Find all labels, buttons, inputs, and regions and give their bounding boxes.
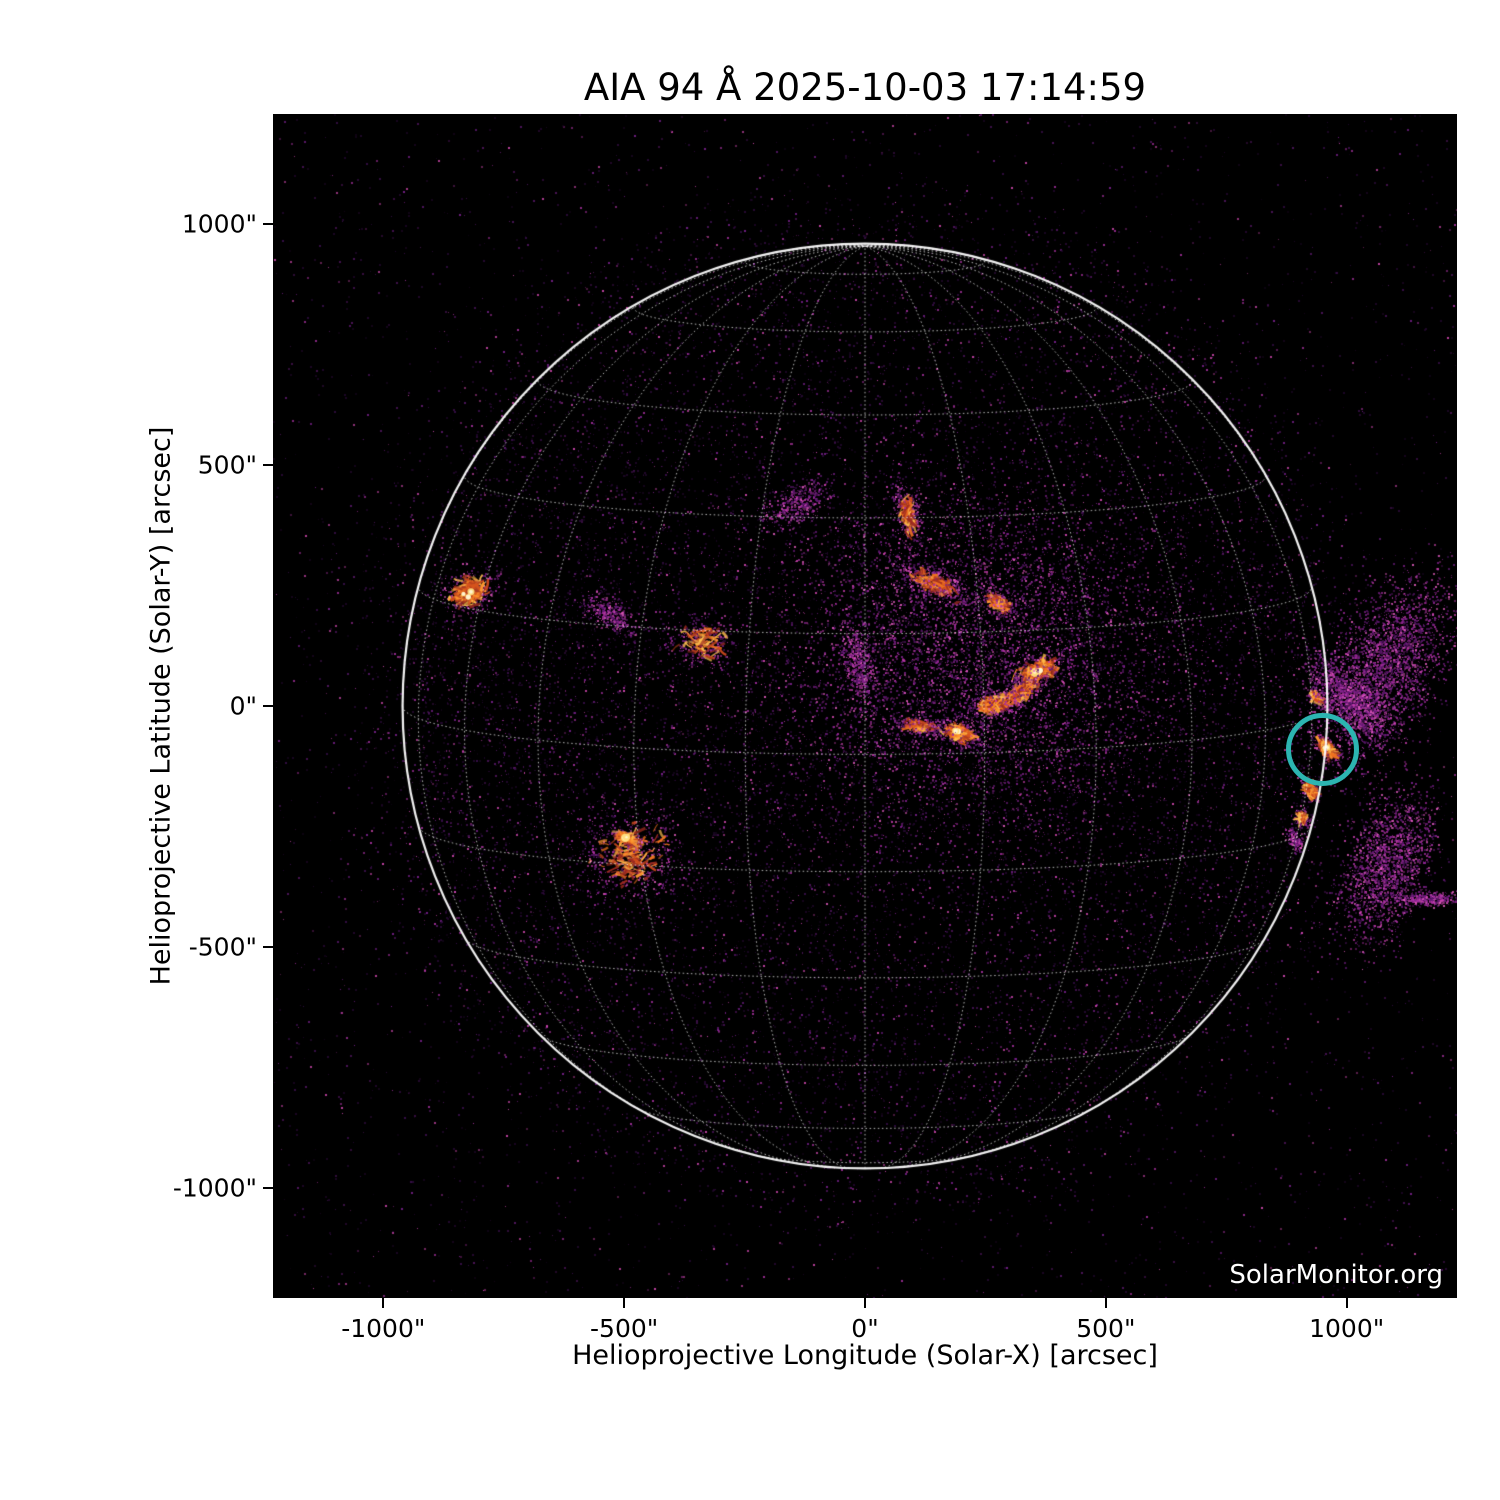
x-tick-mark	[1104, 1298, 1107, 1308]
y-tick-label: -500"	[188, 932, 257, 962]
x-tick-label: -1000"	[341, 1314, 426, 1343]
page-title: AIA 94 Å 2025-10-03 17:14:59	[583, 66, 1147, 109]
x-tick-label: 500"	[1076, 1314, 1136, 1343]
plot-area: SolarMonitor.org	[273, 114, 1457, 1298]
y-tick-mark	[263, 705, 273, 707]
y-tick-label: 1000"	[181, 209, 257, 239]
y-tick-mark	[263, 464, 273, 467]
y-axis-label: Helioprojective Latitude (Solar-Y) [arcs…	[145, 426, 177, 986]
x-axis-label: Helioprojective Longitude (Solar-X) [arc…	[572, 1340, 1158, 1371]
y-tick-label: 0"	[229, 691, 257, 721]
y-tick-mark	[263, 223, 273, 226]
y-tick-label: 500"	[197, 450, 257, 480]
y-tick-mark	[263, 1186, 273, 1189]
x-tick-mark	[382, 1298, 385, 1308]
x-tick-label: -500"	[590, 1314, 659, 1343]
x-tick-mark	[623, 1298, 626, 1308]
x-tick-label: 1000"	[1309, 1314, 1385, 1343]
solar-disk-image	[273, 114, 1457, 1298]
x-tick-mark	[864, 1298, 866, 1308]
x-tick-mark	[1345, 1298, 1348, 1308]
y-tick-mark	[263, 945, 273, 948]
flare-annotation-circle	[1285, 712, 1360, 786]
watermark: SolarMonitor.org	[1229, 1260, 1443, 1290]
x-tick-label: 0"	[851, 1314, 879, 1343]
y-tick-label: -1000"	[172, 1173, 257, 1203]
